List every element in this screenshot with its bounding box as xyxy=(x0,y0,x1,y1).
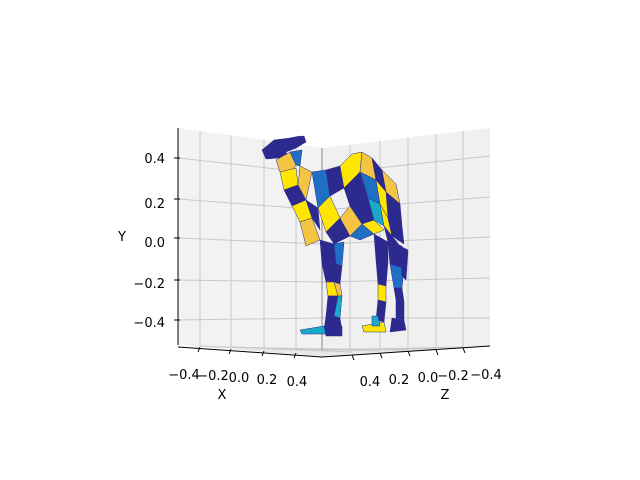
x-axis: −0.4 −0.2 0.0 0.2 0.4 X xyxy=(168,346,323,403)
grid-line xyxy=(177,279,323,283)
z-tick-label: 0.2 xyxy=(389,373,410,388)
z-axis-line xyxy=(321,345,491,358)
x-axis-label: X xyxy=(218,388,227,403)
y-tick-label: 0.2 xyxy=(144,197,165,212)
x-tick-label: 0.0 xyxy=(229,371,250,386)
z-tick-label: −0.4 xyxy=(470,368,502,383)
x-tick-label: 0.2 xyxy=(257,373,278,388)
y-tick-label: −0.4 xyxy=(133,316,165,331)
mesh-face xyxy=(387,217,405,245)
x-tick xyxy=(228,348,232,355)
mesh-face xyxy=(361,219,385,235)
z-axis-label: Z xyxy=(441,388,450,403)
z-tick-label: −0.2 xyxy=(437,369,469,384)
mesh-face xyxy=(305,199,321,231)
grid-line xyxy=(321,346,464,351)
y-tick-label: 0.0 xyxy=(144,236,165,251)
z-tick xyxy=(379,352,383,359)
mesh-face xyxy=(389,317,407,333)
x-tick-label: −0.2 xyxy=(197,369,229,384)
y-tick-label: 0.4 xyxy=(144,152,165,167)
grid-line xyxy=(177,157,323,175)
camel-mesh xyxy=(261,135,409,337)
x-tick-label: −0.4 xyxy=(168,368,200,383)
grid-line xyxy=(199,345,353,353)
y-axis-label: Y xyxy=(117,230,126,245)
mesh-face xyxy=(377,283,387,303)
y-tick-label: −0.2 xyxy=(133,277,165,292)
mesh-face xyxy=(399,245,409,281)
mesh-face xyxy=(371,315,381,327)
x-axis-line xyxy=(177,346,323,358)
y-axis: 0.4 0.2 0.0 −0.2 −0.4 Y xyxy=(117,128,180,345)
z-axis: 0.4 0.2 0.0 −0.2 −0.4 Z xyxy=(321,345,502,403)
grid-line xyxy=(321,236,491,245)
z-tick-label: 0.4 xyxy=(360,375,381,390)
z-tick xyxy=(462,347,466,354)
x-tick xyxy=(197,346,201,353)
mesh-face xyxy=(395,299,405,321)
grid-line xyxy=(177,317,323,321)
x-tick xyxy=(293,352,297,359)
mesh-face xyxy=(289,135,307,147)
grid-line xyxy=(177,237,323,245)
z-tick xyxy=(351,354,355,361)
z-tick-label: 0.0 xyxy=(418,371,439,386)
x-tick xyxy=(261,350,265,357)
x-tick-label: 0.4 xyxy=(287,375,308,390)
z-tick xyxy=(407,350,411,357)
mesh-face xyxy=(375,259,389,287)
z-tick xyxy=(435,349,439,356)
mesh-face xyxy=(323,325,343,337)
